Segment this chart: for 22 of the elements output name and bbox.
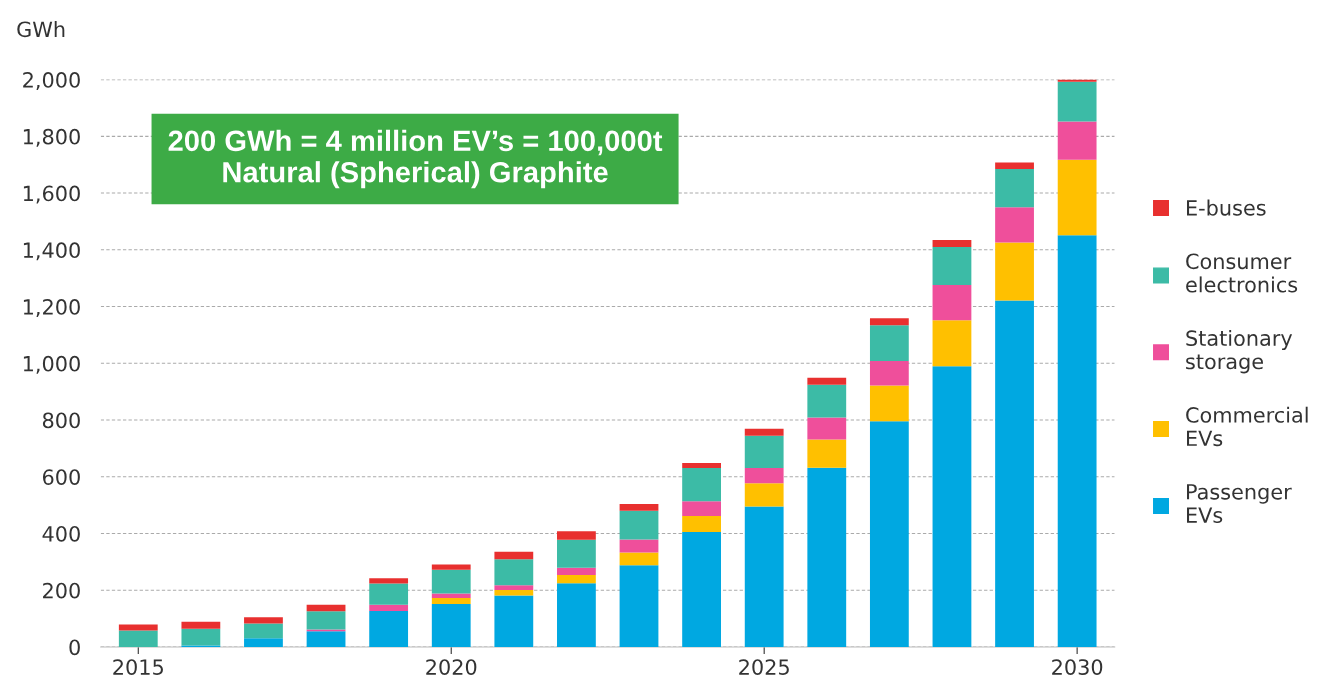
y-tick-label: 400 xyxy=(42,525,80,542)
y-tick-label: 1,000 xyxy=(23,355,80,374)
legend-label: Passenger EVs xyxy=(1187,484,1292,523)
y-tick-label: 0 xyxy=(69,639,80,656)
y-tick-label: 1,800 xyxy=(23,128,80,147)
x-tick-label: 2020 xyxy=(426,659,477,675)
x-tick-label: 2030 xyxy=(1052,659,1103,675)
legend-label: E-buses xyxy=(1187,199,1266,216)
y-tick-label: 1,400 xyxy=(23,242,80,261)
y-tick-label: 2,000 xyxy=(23,72,80,90)
y-tick-label: 200 xyxy=(43,582,80,599)
x-tick-label: 2025 xyxy=(739,659,789,675)
x-tick-label: 2015 xyxy=(113,659,163,675)
legend-label: Commercial EVs xyxy=(1186,406,1308,447)
legend-label: Stationary storage xyxy=(1186,329,1293,374)
legend-label: Consumer electronics xyxy=(1186,253,1298,293)
y-tick-label: 1,200 xyxy=(23,299,80,317)
y-tick-label: 800 xyxy=(42,412,80,429)
y-axis-title: GWh xyxy=(17,21,65,38)
annotation: 200 GWh = 4 million EV’s = 100,000t Natural (Spherical) Graphite xyxy=(168,129,663,189)
y-tick-label: 600 xyxy=(42,469,80,485)
y-tick-label: 1,600 xyxy=(23,185,80,204)
